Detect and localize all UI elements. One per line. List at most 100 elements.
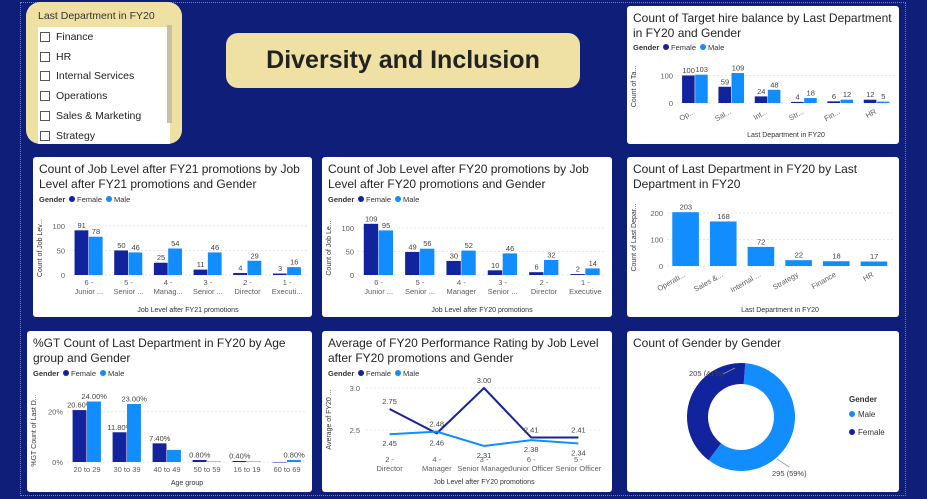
y-tick-label: 20% xyxy=(48,408,63,417)
data-label: 168 xyxy=(717,212,730,221)
slicer-item-finance[interactable]: Finance xyxy=(38,27,170,47)
legend-male-label: Male xyxy=(858,410,876,419)
y-axis-title: Count of Ta... xyxy=(631,66,638,108)
performance-chart[interactable]: Average of FY20 Performance Rating by Jo… xyxy=(322,331,612,492)
data-label: 46 xyxy=(506,244,514,253)
slicer-item-label: Internal Services xyxy=(56,70,135,83)
data-label: 2 xyxy=(576,265,580,274)
x-tick-label: 40 to 49 xyxy=(153,465,180,474)
slicer-item-sales-marketing[interactable]: Sales & Marketing xyxy=(38,106,170,126)
data-label: 6 xyxy=(534,263,538,272)
bar-male xyxy=(876,101,890,103)
x-tick-label: Manag... xyxy=(154,287,183,296)
x-tick-label: 2 - xyxy=(540,278,549,287)
target-hire-chart[interactable]: Count of Target hire balance by Last Dep… xyxy=(627,6,899,144)
bar-male xyxy=(247,260,262,275)
age-group-chart[interactable]: %GT Count of Last Department in FY20 by … xyxy=(27,331,312,492)
x-tick-label: Internal ... xyxy=(729,270,762,294)
x-tick-label: Operati... xyxy=(656,270,687,293)
x-tick-label: 50 to 59 xyxy=(193,465,220,474)
x-tick-label: 1 - xyxy=(283,278,292,287)
legend-title: Gender xyxy=(849,395,877,404)
legend-male-marker xyxy=(700,44,706,50)
data-label: 3 xyxy=(278,264,282,273)
x-tick-label: Senior Manager xyxy=(457,464,511,473)
legend-female-marker xyxy=(849,429,855,435)
x-tick-label: Junior Officer xyxy=(509,464,554,473)
slicer-item-hr[interactable]: HR xyxy=(38,47,170,67)
x-axis-title: Job Level after FY20 promotions xyxy=(433,479,535,486)
slicer-item-operations[interactable]: Operations xyxy=(38,86,170,106)
legend-male-label: Male xyxy=(708,43,724,52)
x-tick-label: 1 - xyxy=(581,278,590,287)
x-tick-label: 20 to 29 xyxy=(73,465,100,474)
x-tick-label: 30 to 39 xyxy=(113,465,140,474)
x-tick-label: Senior ... xyxy=(193,287,223,296)
bar-female xyxy=(272,273,287,275)
slicer-list[interactable]: Finance HR Internal Services Operations … xyxy=(38,27,170,144)
data-label: 23.00% xyxy=(121,395,147,404)
bar-male xyxy=(247,461,261,462)
data-label: 103 xyxy=(695,65,708,74)
x-tick-label: Junior ... xyxy=(74,287,103,296)
x-tick-label: HR xyxy=(864,107,878,121)
data-label: 10 xyxy=(491,261,499,270)
data-label: 2.41 xyxy=(524,426,539,435)
bar-value xyxy=(672,212,699,266)
bar-female xyxy=(529,272,544,275)
slice-label-female: 205 (41%) xyxy=(689,369,724,378)
bar-female xyxy=(405,251,420,275)
checkbox[interactable] xyxy=(40,31,50,42)
job-level-fy20-chart[interactable]: Count of Job Level after FY20 promotions… xyxy=(322,157,612,317)
chart-title: %GT Count of Last Department in FY20 by … xyxy=(33,336,286,365)
data-label: 20.60% xyxy=(67,401,93,410)
legend-title: Gender xyxy=(328,195,354,204)
data-label: 2.45 xyxy=(382,439,397,448)
checkbox[interactable] xyxy=(40,91,50,102)
bar-male xyxy=(378,230,394,275)
department-slicer[interactable]: Last Department in FY20 Finance HR Inter… xyxy=(26,2,182,144)
data-label: 100 xyxy=(682,66,695,75)
x-tick-label: Director xyxy=(376,464,403,473)
checkbox[interactable] xyxy=(40,130,50,141)
gender-donut-chart[interactable]: Count of Gender by Gender 295 (59%) 205 (… xyxy=(627,331,899,492)
checkbox[interactable] xyxy=(40,71,50,82)
bar-female xyxy=(74,230,89,275)
legend-female-label: Female xyxy=(77,195,102,204)
bar-female xyxy=(682,75,695,103)
bar-male xyxy=(127,404,141,462)
donut-slice-male xyxy=(708,363,795,471)
x-tick-label: Senior ... xyxy=(488,287,518,296)
bar-male xyxy=(168,248,182,275)
y-tick-label: 100 xyxy=(650,235,663,244)
checkbox[interactable] xyxy=(40,51,50,62)
last-dept-plot: 0 100 200 203 Operati... 168 Sales &... 72 Inter… xyxy=(631,203,893,314)
data-label: 24.00% xyxy=(81,392,107,401)
y-axis-title: Count of Job Le... xyxy=(326,220,333,275)
bar-male xyxy=(87,401,101,462)
data-label: 54 xyxy=(171,239,179,248)
legend-female-marker xyxy=(358,196,364,202)
legend-title: Gender xyxy=(39,195,65,204)
slicer-item-strategy[interactable]: Strategy xyxy=(38,126,170,144)
last-dept-chart[interactable]: Count of Last Department in FY20 by Last… xyxy=(627,157,899,317)
data-label: 2.48 xyxy=(429,420,444,429)
bar-male xyxy=(420,248,435,275)
slicer-scrollbar[interactable] xyxy=(167,25,172,123)
page-title: Diversity and Inclusion xyxy=(226,33,580,88)
data-label: 78 xyxy=(92,227,100,236)
data-label: 17 xyxy=(870,252,878,261)
slicer-item-internal-services[interactable]: Internal Services xyxy=(38,67,170,87)
legend-male-label: Male xyxy=(108,369,124,378)
job-level-fy21-chart[interactable]: Count of Job Level after FY21 promotions… xyxy=(33,157,312,317)
data-label: 2.41 xyxy=(571,426,586,435)
legend-male-marker xyxy=(395,370,401,376)
x-tick-label: Op... xyxy=(678,107,697,123)
y-tick-label: 100 xyxy=(341,224,354,233)
data-label: 2.75 xyxy=(382,397,397,406)
checkbox[interactable] xyxy=(40,111,50,122)
x-tick-label: Sal... xyxy=(713,107,732,123)
data-label: 12 xyxy=(843,90,851,99)
data-label: 59 xyxy=(721,77,729,86)
slicer-item-label: Operations xyxy=(56,90,108,103)
